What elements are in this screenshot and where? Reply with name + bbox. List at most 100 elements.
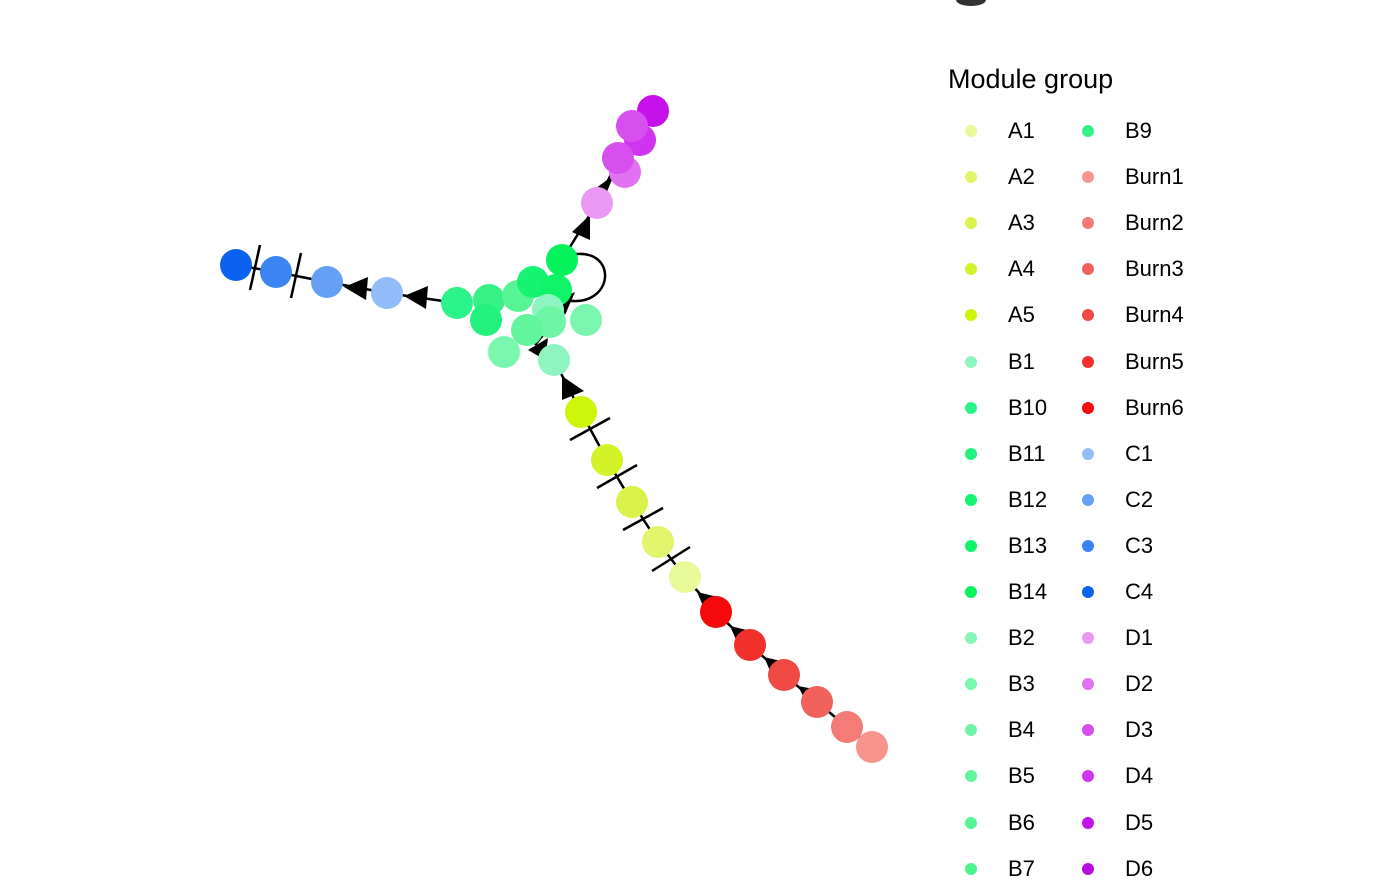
legend-color-dot xyxy=(1082,862,1094,875)
node-a2 xyxy=(642,526,674,558)
legend-item: A1 xyxy=(948,110,1148,156)
legend-color-dot xyxy=(965,586,977,598)
legend-label: Burn6 xyxy=(1125,394,1184,420)
node-burn4 xyxy=(768,659,800,691)
legend-item: B6 xyxy=(948,802,1148,848)
legend-label: A4 xyxy=(1008,256,1035,282)
node-c2 xyxy=(311,266,343,298)
legend-label: D3 xyxy=(1125,717,1154,743)
legend-label: B1 xyxy=(1008,348,1035,374)
legend-item: A4 xyxy=(948,248,1148,294)
network-graph xyxy=(220,95,888,763)
legend-item: D2 xyxy=(1065,663,1265,709)
nodes xyxy=(220,95,888,763)
arrowhead xyxy=(572,215,590,240)
legend-item: D4 xyxy=(1065,755,1265,801)
legend-item: D3 xyxy=(1065,709,1265,755)
legend-color-dot xyxy=(1082,263,1094,276)
legend-color-dot xyxy=(1082,447,1094,460)
legend-item: C3 xyxy=(1065,525,1265,571)
legend-item: B12 xyxy=(948,479,1148,525)
legend-label: B9 xyxy=(1125,118,1152,143)
legend-color-dot xyxy=(965,632,977,645)
break-tick xyxy=(651,545,691,573)
legend-label: B13 xyxy=(1008,532,1048,558)
legend-cutoff-mark xyxy=(956,0,986,6)
node-burn2 xyxy=(831,711,863,743)
legend-label: C4 xyxy=(1125,579,1154,604)
legend-label: B14 xyxy=(1008,579,1048,604)
legend-label: D1 xyxy=(1125,625,1154,651)
node-b xyxy=(511,314,543,346)
node-a3 xyxy=(616,486,648,518)
break-tick xyxy=(569,416,611,442)
legend-item: C1 xyxy=(1065,433,1265,479)
legend-item: Burn4 xyxy=(1065,294,1265,340)
legend-color-dot xyxy=(965,770,977,783)
break-tick xyxy=(289,252,303,299)
node-b xyxy=(441,287,473,319)
legend-color-dot xyxy=(1082,539,1094,552)
legend-label: B2 xyxy=(1008,625,1035,651)
node-d4 xyxy=(616,110,648,142)
legend-color-dot xyxy=(1082,401,1094,414)
legend-color-dot xyxy=(965,217,977,230)
legend-label: Burn5 xyxy=(1125,348,1184,374)
legend-item: B2 xyxy=(948,617,1148,663)
legend-item: D1 xyxy=(1065,617,1265,663)
legend-color-dot xyxy=(965,263,977,276)
legend-label: D6 xyxy=(1125,855,1154,881)
legend-item: Burn1 xyxy=(1065,156,1265,202)
node-d2 xyxy=(602,142,634,174)
legend-color-dot xyxy=(965,309,977,322)
legend-color-dot xyxy=(965,355,977,368)
legend-color-dot xyxy=(1082,678,1094,691)
edge-self-loop xyxy=(564,252,607,303)
legend-color-dot xyxy=(965,447,977,460)
legend-label: B6 xyxy=(1008,809,1035,835)
break-tick xyxy=(248,244,262,291)
legend-color-dot xyxy=(965,678,977,691)
legend-color-dot xyxy=(1082,171,1094,184)
legend-label: B10 xyxy=(1008,394,1048,420)
legend-color-dot xyxy=(1082,309,1094,322)
node-b xyxy=(570,304,602,336)
legend-item: B1 xyxy=(948,341,1148,387)
legend-item: B9 xyxy=(1065,110,1265,156)
legend-color-dot xyxy=(965,816,977,829)
legend-title: Module group xyxy=(948,64,1114,94)
legend: Module group A1 A2 A3 A4 A5 B1 B10 B11 B12 B13 B14… xyxy=(948,0,1400,880)
legend-item: B4 xyxy=(948,709,1148,755)
break-tick xyxy=(622,506,664,532)
node-burn6 xyxy=(700,596,732,628)
legend-item: D5 xyxy=(1065,802,1265,848)
node-burn5 xyxy=(734,629,766,661)
legend-item: B5 xyxy=(948,755,1148,801)
legend-color-dot xyxy=(965,171,977,184)
arrowhead xyxy=(404,286,428,309)
legend-item: A3 xyxy=(948,202,1148,248)
legend-color-dot xyxy=(1082,586,1094,598)
legend-color-dot xyxy=(965,401,977,414)
node-b xyxy=(546,244,578,276)
legend-color-dot xyxy=(1082,217,1094,230)
legend-item: D6 xyxy=(1065,848,1265,894)
legend-label: C1 xyxy=(1125,440,1154,466)
node-a4 xyxy=(591,444,623,476)
legend-label: B7 xyxy=(1008,855,1035,881)
legend-label: A2 xyxy=(1008,164,1035,190)
legend-color-dot xyxy=(965,539,977,552)
legend-color-dot xyxy=(1082,125,1094,137)
node-b xyxy=(488,336,520,368)
legend-color-dot xyxy=(1082,493,1094,506)
arrowhead xyxy=(558,292,575,315)
legend-item: C4 xyxy=(1065,571,1265,617)
legend-item: Burn5 xyxy=(1065,341,1265,387)
legend-label: D5 xyxy=(1125,809,1154,835)
node-d1 xyxy=(581,187,613,219)
legend-label: D2 xyxy=(1125,671,1154,697)
legend-item: B14 xyxy=(948,571,1148,617)
legend-color-dot xyxy=(1082,770,1094,783)
legend-label: D4 xyxy=(1125,763,1154,789)
legend-item: B10 xyxy=(948,387,1148,433)
